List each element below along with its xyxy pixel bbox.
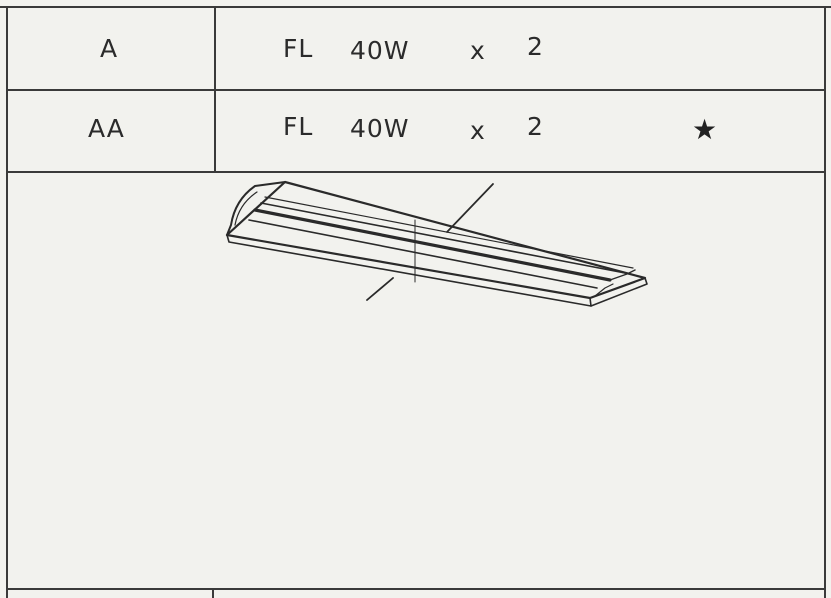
right-border (824, 6, 826, 598)
row-2-wattage: 40W (350, 114, 410, 143)
row-1-lamp: FL (283, 34, 314, 63)
row-2-type: AA (88, 114, 125, 143)
row-1-wattage: 40W (350, 36, 410, 65)
star-icon: ★ (692, 113, 718, 146)
left-border (6, 6, 8, 598)
row-1-times: x (470, 36, 486, 65)
row-1-qty: 2 (527, 32, 544, 61)
bottom-border (6, 588, 826, 590)
row-divider-1 (6, 89, 826, 91)
row-divider-2 (6, 171, 826, 173)
row-2-qty: 2 (527, 112, 544, 141)
bottom-column-stub (212, 588, 214, 598)
row-2-lamp: FL (283, 112, 314, 141)
row-1-type: A (100, 34, 119, 63)
column-divider (214, 6, 216, 172)
row-2-times: x (470, 116, 486, 145)
top-border (0, 6, 831, 8)
fluorescent-fixture-drawing-icon (225, 180, 648, 307)
